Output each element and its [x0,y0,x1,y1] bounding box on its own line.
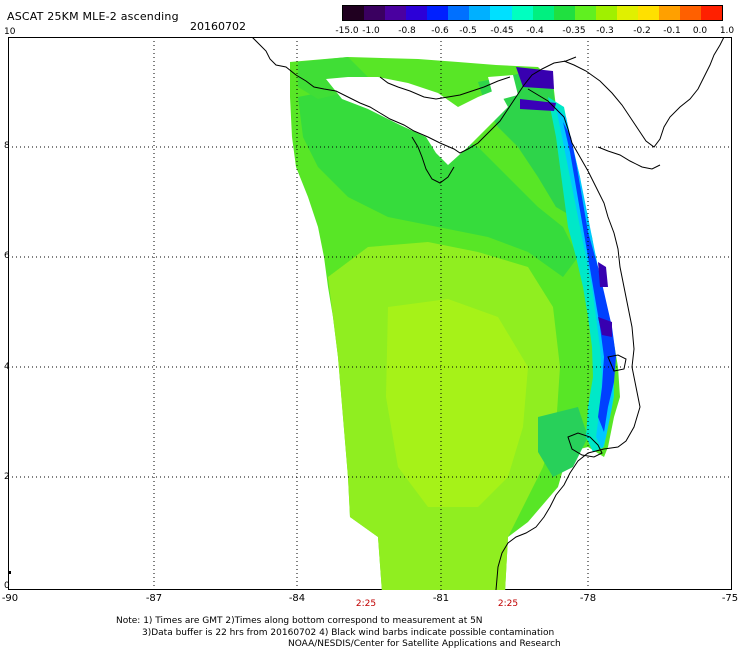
color-scale-labels: -15.0 -1.0 -0.8 -0.6 -0.5 -0.45 -0.4 -0.… [330,26,740,38]
color-swatch [490,6,512,20]
map-date: 20160702 [190,20,246,33]
graticule [8,37,732,590]
lon-tick-label: -84 [288,593,306,604]
scale-label: -0.3 [596,26,614,36]
color-swatch [427,6,449,20]
lat-tick-label: 6 [4,251,10,261]
color-swatch [469,6,491,20]
color-swatch [680,6,702,20]
color-swatch [448,6,470,20]
scale-label: -1.0 [362,26,380,36]
scale-label: -0.6 [431,26,449,36]
scale-label: -0.8 [398,26,416,36]
lon-tick-label: -90 [1,593,19,604]
color-swatch [701,6,723,20]
lon-tick-label: -75 [721,593,739,604]
lat-tick-label: 4 [4,362,10,372]
scale-label: -0.2 [633,26,651,36]
note-line: Note: 1) Times are GMT 2)Times along bot… [116,616,483,626]
coastlines [251,37,725,590]
scale-label: -0.35 [562,26,586,36]
color-swatch [532,6,554,20]
color-swatch [658,6,680,20]
lon-tick-label: -78 [579,593,597,604]
wind-map [8,37,732,590]
scale-label: 1.0 [719,26,735,36]
lat-tick-label: 8 [4,141,10,151]
color-swatch [595,6,617,20]
pass-time: 2:25 [355,599,377,609]
lat-tick-label: 2 [4,472,10,482]
scale-label: 0.0 [692,26,708,36]
color-swatch [364,6,386,20]
scale-label: -0.5 [459,26,477,36]
lon-tick-label: -87 [145,593,163,604]
note-line: NOAA/NESDIS/Center for Satellite Applica… [288,639,561,649]
color-swatch [616,6,638,20]
color-swatch [511,6,533,20]
color-swatch [637,6,659,20]
scale-label: -0.45 [490,26,514,36]
color-swatch [553,6,575,20]
pass-time: 2:25 [497,599,519,609]
note-line: 3)Data buffer is 22 hrs from 20160702 4)… [142,628,555,638]
color-scale-bar [342,5,723,21]
data-dot [8,571,11,574]
scale-label: -0.1 [663,26,681,36]
color-swatch [406,6,428,20]
map-title: ASCAT 25KM MLE-2 ascending [7,10,179,23]
swath-data [290,57,620,590]
lon-tick-label: -81 [432,593,450,604]
lat-tick-label: 10 [4,27,16,37]
lat-tick-label: 0 [4,581,10,591]
color-swatch [343,6,365,20]
scale-label: -15.0 [335,26,359,36]
color-swatch [574,6,596,20]
scale-label: -0.4 [526,26,544,36]
color-swatch [385,6,407,20]
